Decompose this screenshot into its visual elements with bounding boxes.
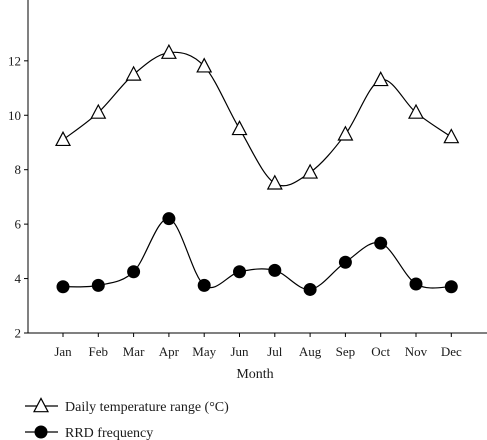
- legend-item: RRD frequency: [25, 425, 153, 440]
- legend-label: Daily temperature range (°C): [65, 400, 229, 415]
- triangle-marker: [372, 71, 389, 87]
- circle-marker: [233, 265, 246, 279]
- circle-marker: [409, 277, 423, 291]
- circle-marker: [444, 280, 458, 294]
- triangle-marker: [55, 130, 71, 147]
- y-tick-label: 2: [15, 326, 22, 341]
- triangle-marker: [231, 120, 248, 136]
- circle-marker: [127, 265, 141, 279]
- x-tick-label: Aug: [299, 344, 322, 359]
- x-tick-label: Jun: [230, 344, 249, 359]
- circle-marker: [374, 236, 388, 250]
- axes: 2 4 6 8 10 12 Jan Feb Mar Apr May Jun Jul Aug Sep Oct No…: [8, 0, 487, 359]
- x-tick-label: Feb: [89, 344, 109, 359]
- y-tick-label: 12: [8, 53, 21, 68]
- series-line: [62, 51, 452, 187]
- triangle-marker: [160, 43, 177, 59]
- circle-marker: [162, 212, 176, 226]
- triangle-marker: [125, 65, 142, 81]
- x-tick-label: Jan: [54, 344, 72, 359]
- x-tick-label: Apr: [159, 344, 180, 359]
- legend: Daily temperature range (°C) RRD frequenc…: [25, 397, 229, 440]
- triangle-marker: [90, 103, 107, 119]
- legend-item: Daily temperature range (°C): [25, 397, 229, 415]
- x-tick-label: Oct: [371, 344, 390, 359]
- legend-triangle-marker: [33, 397, 49, 413]
- series-rrd-frequency: [56, 212, 458, 296]
- plot-area: [55, 43, 460, 296]
- circle-marker: [338, 255, 352, 269]
- y-tick-label: 10: [8, 108, 21, 123]
- y-tick-label: 8: [15, 162, 22, 177]
- x-tick-label: Mar: [123, 344, 145, 359]
- triangle-marker: [302, 163, 319, 179]
- circle-marker: [303, 282, 317, 296]
- circle-marker: [56, 280, 70, 294]
- x-tick-label: Nov: [405, 344, 428, 359]
- x-tick-label: Jul: [267, 344, 283, 359]
- y-tick-label: 4: [15, 271, 22, 286]
- triangle-marker: [266, 174, 283, 190]
- x-tick-label: Sep: [336, 344, 356, 359]
- x-tick-label: May: [192, 344, 216, 359]
- legend-circle-marker: [34, 425, 48, 439]
- x-axis-label: Month: [236, 367, 273, 382]
- triangle-marker: [337, 125, 354, 141]
- triangle-marker: [443, 128, 460, 144]
- legend-label: RRD frequency: [65, 426, 153, 440]
- y-tick-label: 6: [15, 217, 22, 232]
- series-temperature-range: [55, 43, 460, 190]
- circle-marker: [91, 278, 105, 292]
- series-line: [62, 218, 452, 291]
- triangle-marker: [408, 103, 424, 119]
- triangle-marker: [196, 57, 213, 73]
- x-tick-label: Dec: [441, 344, 462, 359]
- circle-marker: [268, 263, 282, 277]
- circle-marker: [197, 278, 211, 292]
